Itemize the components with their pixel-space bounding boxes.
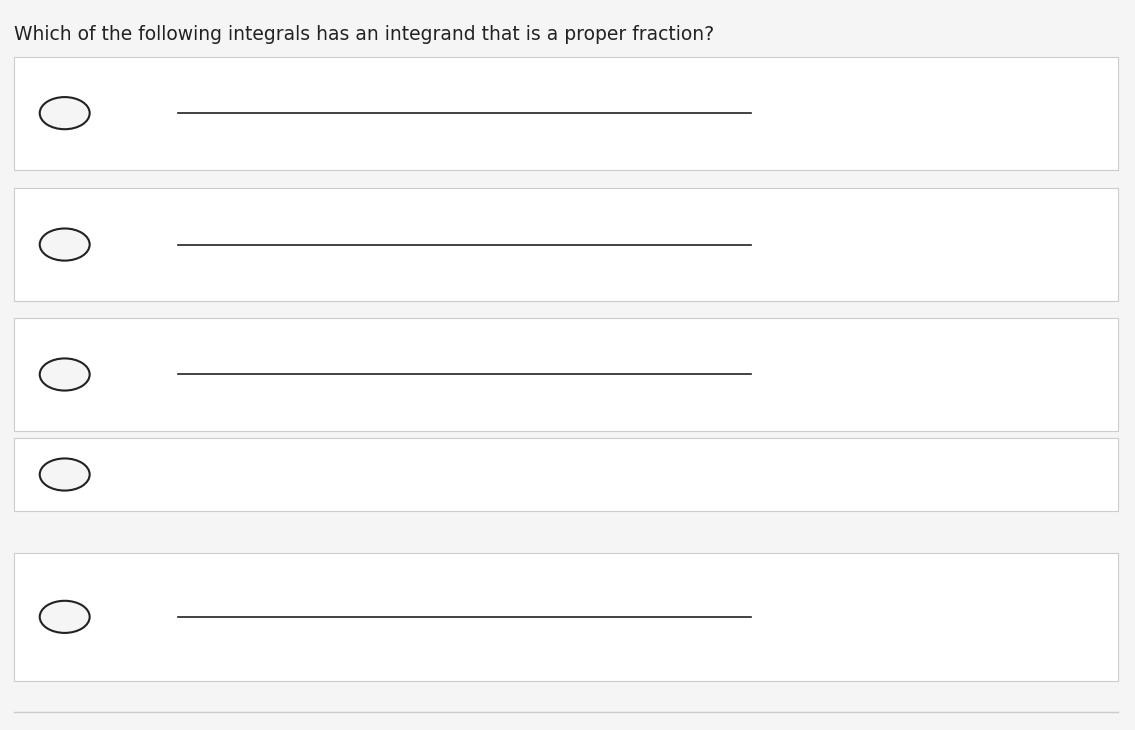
Text: $2x^5 - x^4 + 4x^3 - 3x^2 - 5x + 4$: $2x^5 - x^4 + 4x^3 - 3x^2 - 5x + 4$ xyxy=(184,571,485,596)
Text: $2x^5 - x^4 + 4x^3 - 3x^2 - 5x + 4$: $2x^5 - x^4 + 4x^3 - 3x^2 - 5x + 4$ xyxy=(184,199,485,224)
Text: $(2x-3)^3(x^2-2x+5)$: $(2x-3)^3(x^2-2x+5)$ xyxy=(184,130,405,158)
Text: $(2x-3)^2(x^2-2x+5)^2$: $(2x-3)^2(x^2-2x+5)^2$ xyxy=(184,634,414,662)
Text: $\int$: $\int$ xyxy=(121,78,149,137)
Text: $\int$: $\int$ xyxy=(121,339,149,398)
Text: $\int$: $\int$ xyxy=(121,582,149,640)
Text: $2x^5 - x^4 + 4x^3 - 3x^2 - 5x + 4$: $2x^5 - x^4 + 4x^3 - 3x^2 - 5x + 4$ xyxy=(184,67,485,93)
Text: B: B xyxy=(59,237,70,252)
Text: E: E xyxy=(60,610,69,624)
Text: $\int$: $\int$ xyxy=(121,210,149,268)
Text: C: C xyxy=(59,367,70,382)
Text: $(2x-3)^2(x^2-2x+5)$: $(2x-3)^2(x^2-2x+5)$ xyxy=(184,391,405,420)
Text: D: D xyxy=(59,467,70,482)
Text: none of the choices: none of the choices xyxy=(121,464,326,485)
Text: A: A xyxy=(59,106,70,120)
Text: $x(2x-3)^2(2x+5)^2$: $x(2x-3)^2(2x+5)^2$ xyxy=(184,261,379,290)
Text: $2x^5 - x^4 + 4x^3 - 3x^2 - 5x + 4$: $2x^5 - x^4 + 4x^3 - 3x^2 - 5x + 4$ xyxy=(184,328,485,354)
Text: Which of the following integrals has an integrand that is a proper fraction?: Which of the following integrals has an … xyxy=(14,25,714,44)
